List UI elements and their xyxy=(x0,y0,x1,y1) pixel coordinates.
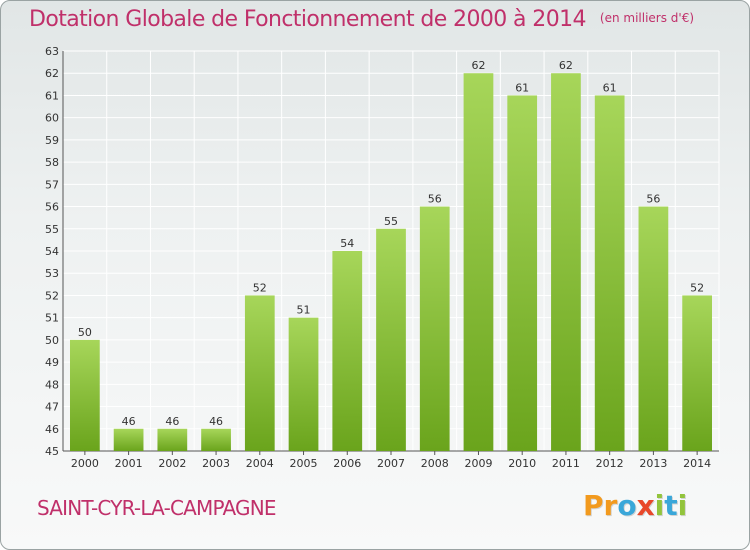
x-axis-tick-labels: 2000 2001 2002 2003 2004 2005 2006 2007 2008 2009… xyxy=(71,457,711,470)
bar-2002 xyxy=(157,428,188,451)
bar-value-label: 56 xyxy=(646,193,660,206)
bar-value-label: 55 xyxy=(384,215,398,228)
bar-2007 xyxy=(376,228,406,451)
x-tick-label: 2013 xyxy=(639,457,667,470)
bar-value-label: 51 xyxy=(297,304,311,317)
y-tick-label: 57 xyxy=(45,178,59,191)
y-tick-label: 56 xyxy=(45,201,59,214)
commune-name: SAINT-CYR-LA-CAMPAGNE xyxy=(37,496,277,520)
bar-2003 xyxy=(201,428,231,451)
bar-2014 xyxy=(682,295,713,451)
bar-value-labels: 50 46 46 46 52 51 54 55 56 62 61 62 61 56 52 xyxy=(78,59,704,428)
y-tick-label: 59 xyxy=(45,134,59,147)
bar-value-label: 56 xyxy=(428,193,442,206)
proxiti-letter: i xyxy=(654,489,665,522)
bar-value-label: 61 xyxy=(603,81,617,94)
bar-value-label: 52 xyxy=(253,281,267,294)
x-tick-label: 2014 xyxy=(683,457,711,470)
x-tick-label: 2002 xyxy=(158,457,186,470)
bar-value-label: 46 xyxy=(165,415,179,428)
x-tick-label: 2006 xyxy=(333,457,361,470)
proxiti-letter: x xyxy=(636,489,655,522)
x-tick-label: 2011 xyxy=(552,457,580,470)
proxiti-letter: t xyxy=(664,489,678,522)
bar-2010 xyxy=(507,95,538,451)
y-tick-label: 54 xyxy=(45,245,59,258)
bar-2011 xyxy=(551,73,581,451)
proxiti-letter: o xyxy=(617,489,637,522)
bar-2000 xyxy=(69,339,100,451)
bar-value-label: 62 xyxy=(559,59,573,72)
x-tick-label: 2004 xyxy=(246,457,274,470)
y-tick-label: 53 xyxy=(45,267,59,280)
proxiti-letter: P xyxy=(583,489,604,522)
x-tick-label: 2005 xyxy=(290,457,318,470)
bar-2001 xyxy=(113,428,144,451)
y-axis-tick-labels: 45 46 47 48 49 50 51 52 53 54 55 56 57 58 59 60 61 62 63 xyxy=(45,45,59,458)
proxiti-letter: i xyxy=(677,489,688,522)
y-tick-label: 47 xyxy=(45,401,59,414)
bar-2012 xyxy=(594,95,625,451)
x-tick-label: 2010 xyxy=(508,457,536,470)
x-tick-label: 2000 xyxy=(71,457,99,470)
bar-2013 xyxy=(638,206,669,451)
y-tick-label: 62 xyxy=(45,67,59,80)
x-tick-label: 2001 xyxy=(115,457,143,470)
bar-2005 xyxy=(288,317,319,451)
chart-title: Dotation Globale de Fonctionnement de 20… xyxy=(29,7,587,32)
title-row: Dotation Globale de Fonctionnement de 20… xyxy=(29,7,694,32)
proxiti-letter: r xyxy=(603,489,618,522)
bar-value-label: 46 xyxy=(122,415,136,428)
bar-value-label: 61 xyxy=(515,81,529,94)
x-tick-label: 2003 xyxy=(202,457,230,470)
bar-value-label: 54 xyxy=(340,237,354,250)
x-tick-label: 2008 xyxy=(421,457,449,470)
bar-2009 xyxy=(463,73,494,451)
y-tick-label: 49 xyxy=(45,356,59,369)
y-tick-label: 52 xyxy=(45,289,59,302)
y-tick-label: 45 xyxy=(45,445,59,458)
y-tick-label: 58 xyxy=(45,156,59,169)
x-tick-label: 2007 xyxy=(377,457,405,470)
y-tick-label: 50 xyxy=(45,334,59,347)
y-tick-label: 55 xyxy=(45,223,59,236)
bar-value-label: 50 xyxy=(78,326,92,339)
y-tick-label: 46 xyxy=(45,423,59,436)
y-tick-label: 51 xyxy=(45,312,59,325)
bar-2004 xyxy=(244,295,275,451)
y-tick-label: 61 xyxy=(45,89,59,102)
bar-value-label: 62 xyxy=(471,59,485,72)
bar-2006 xyxy=(332,251,363,451)
bar-value-label: 46 xyxy=(209,415,223,428)
x-tick-label: 2009 xyxy=(464,457,492,470)
bar-2008 xyxy=(419,206,450,451)
y-tick-label: 60 xyxy=(45,112,59,125)
y-tick-label: 63 xyxy=(45,45,59,58)
x-tick-label: 2012 xyxy=(596,457,624,470)
proxiti-logo[interactable]: Proxiti xyxy=(583,489,687,522)
chart-subtitle: (en milliers d'€) xyxy=(599,11,695,25)
bars xyxy=(69,73,713,451)
bar-value-label: 52 xyxy=(690,281,704,294)
y-tick-label: 48 xyxy=(45,378,59,391)
